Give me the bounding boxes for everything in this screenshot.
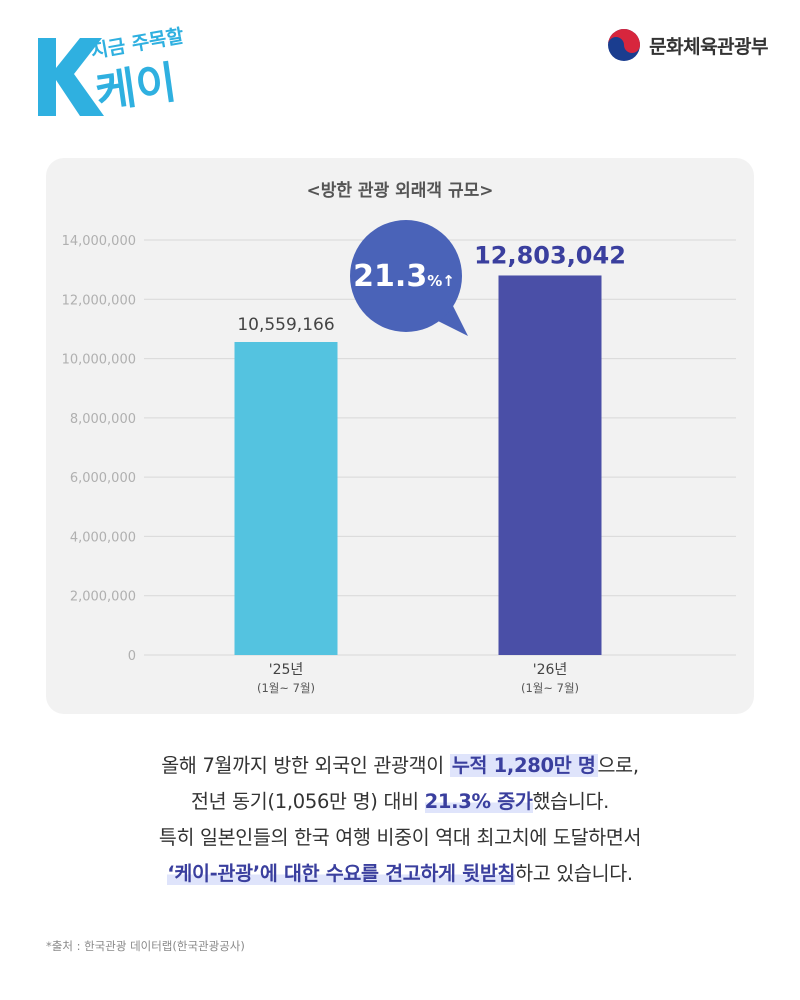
bar	[498, 275, 602, 655]
summary-line-4: ‘케이-관광’에 대한 수요를 견고하게 뒷받침하고 있습니다.	[167, 862, 633, 885]
bubble	[350, 220, 462, 332]
x-tick-sublabel: (1월~ 7월)	[521, 681, 579, 695]
data-label: 10,559,166	[237, 315, 334, 335]
y-tick-label: 6,000,000	[70, 471, 136, 486]
y-tick-label: 2,000,000	[70, 590, 136, 605]
k-logo: 지금 주목할 케이	[38, 24, 186, 119]
source-note: *출처 : 한국관광 데이터랩(한국관광공사)	[46, 939, 245, 953]
x-tick-label: '26년	[533, 662, 568, 678]
highlight-increase: 21.3% 증가	[424, 790, 533, 813]
y-tick-label: 12,000,000	[62, 293, 136, 308]
increase-annotation: 21.3%↑	[353, 259, 455, 294]
y-tick-label: 4,000,000	[70, 530, 136, 545]
summary-text: 올해 7월까지 방한 외국인 관광객이 누적 1,280만 명 으로, 전년 동기…	[0, 748, 800, 892]
bar	[234, 341, 338, 655]
chart-card: <방한 관광 외래객 규모> 0 2,000,000 4,000,000 6,000,…	[46, 158, 754, 714]
highlight-total: 누적 1,280만 명	[449, 754, 598, 777]
ministry-name: 문화체육관광부	[649, 35, 768, 58]
y-tick-label: 8,000,000	[70, 412, 136, 427]
logo-line2: 케이	[92, 57, 179, 119]
y-tick-label: 14,000,000	[62, 234, 136, 249]
summary-line-3: 특히 일본인들의 한국 여행 비중이 역대 최고치에 도달하면서	[158, 826, 642, 849]
highlight-demand: ‘케이-관광’에 대한 수요를 견고하게 뒷받침	[167, 862, 516, 885]
x-tick-label: '25년	[269, 662, 304, 678]
data-label: 12,803,042	[474, 241, 626, 269]
y-tick-label: 0	[128, 649, 136, 664]
summary-line-2: 전년 동기(1,056만 명) 대비 21.3% 증가했습니다.	[190, 790, 610, 813]
x-tick-sublabel: (1월~ 7월)	[257, 681, 315, 695]
ministry-brand: 문화체육관광부	[607, 28, 768, 62]
chart-title: <방한 관광 외래객 규모>	[306, 181, 494, 201]
y-tick-label: 10,000,000	[62, 353, 136, 368]
k-letter-icon	[38, 38, 104, 116]
taegeuk-emblem-icon	[608, 29, 641, 61]
summary-line-1: 올해 7월까지 방한 외국인 관광객이 누적 1,280만 명 으로,	[161, 754, 639, 777]
bar-chart: 0 2,000,000 4,000,000 6,000,000 8,000,000 10,…	[62, 220, 736, 695]
